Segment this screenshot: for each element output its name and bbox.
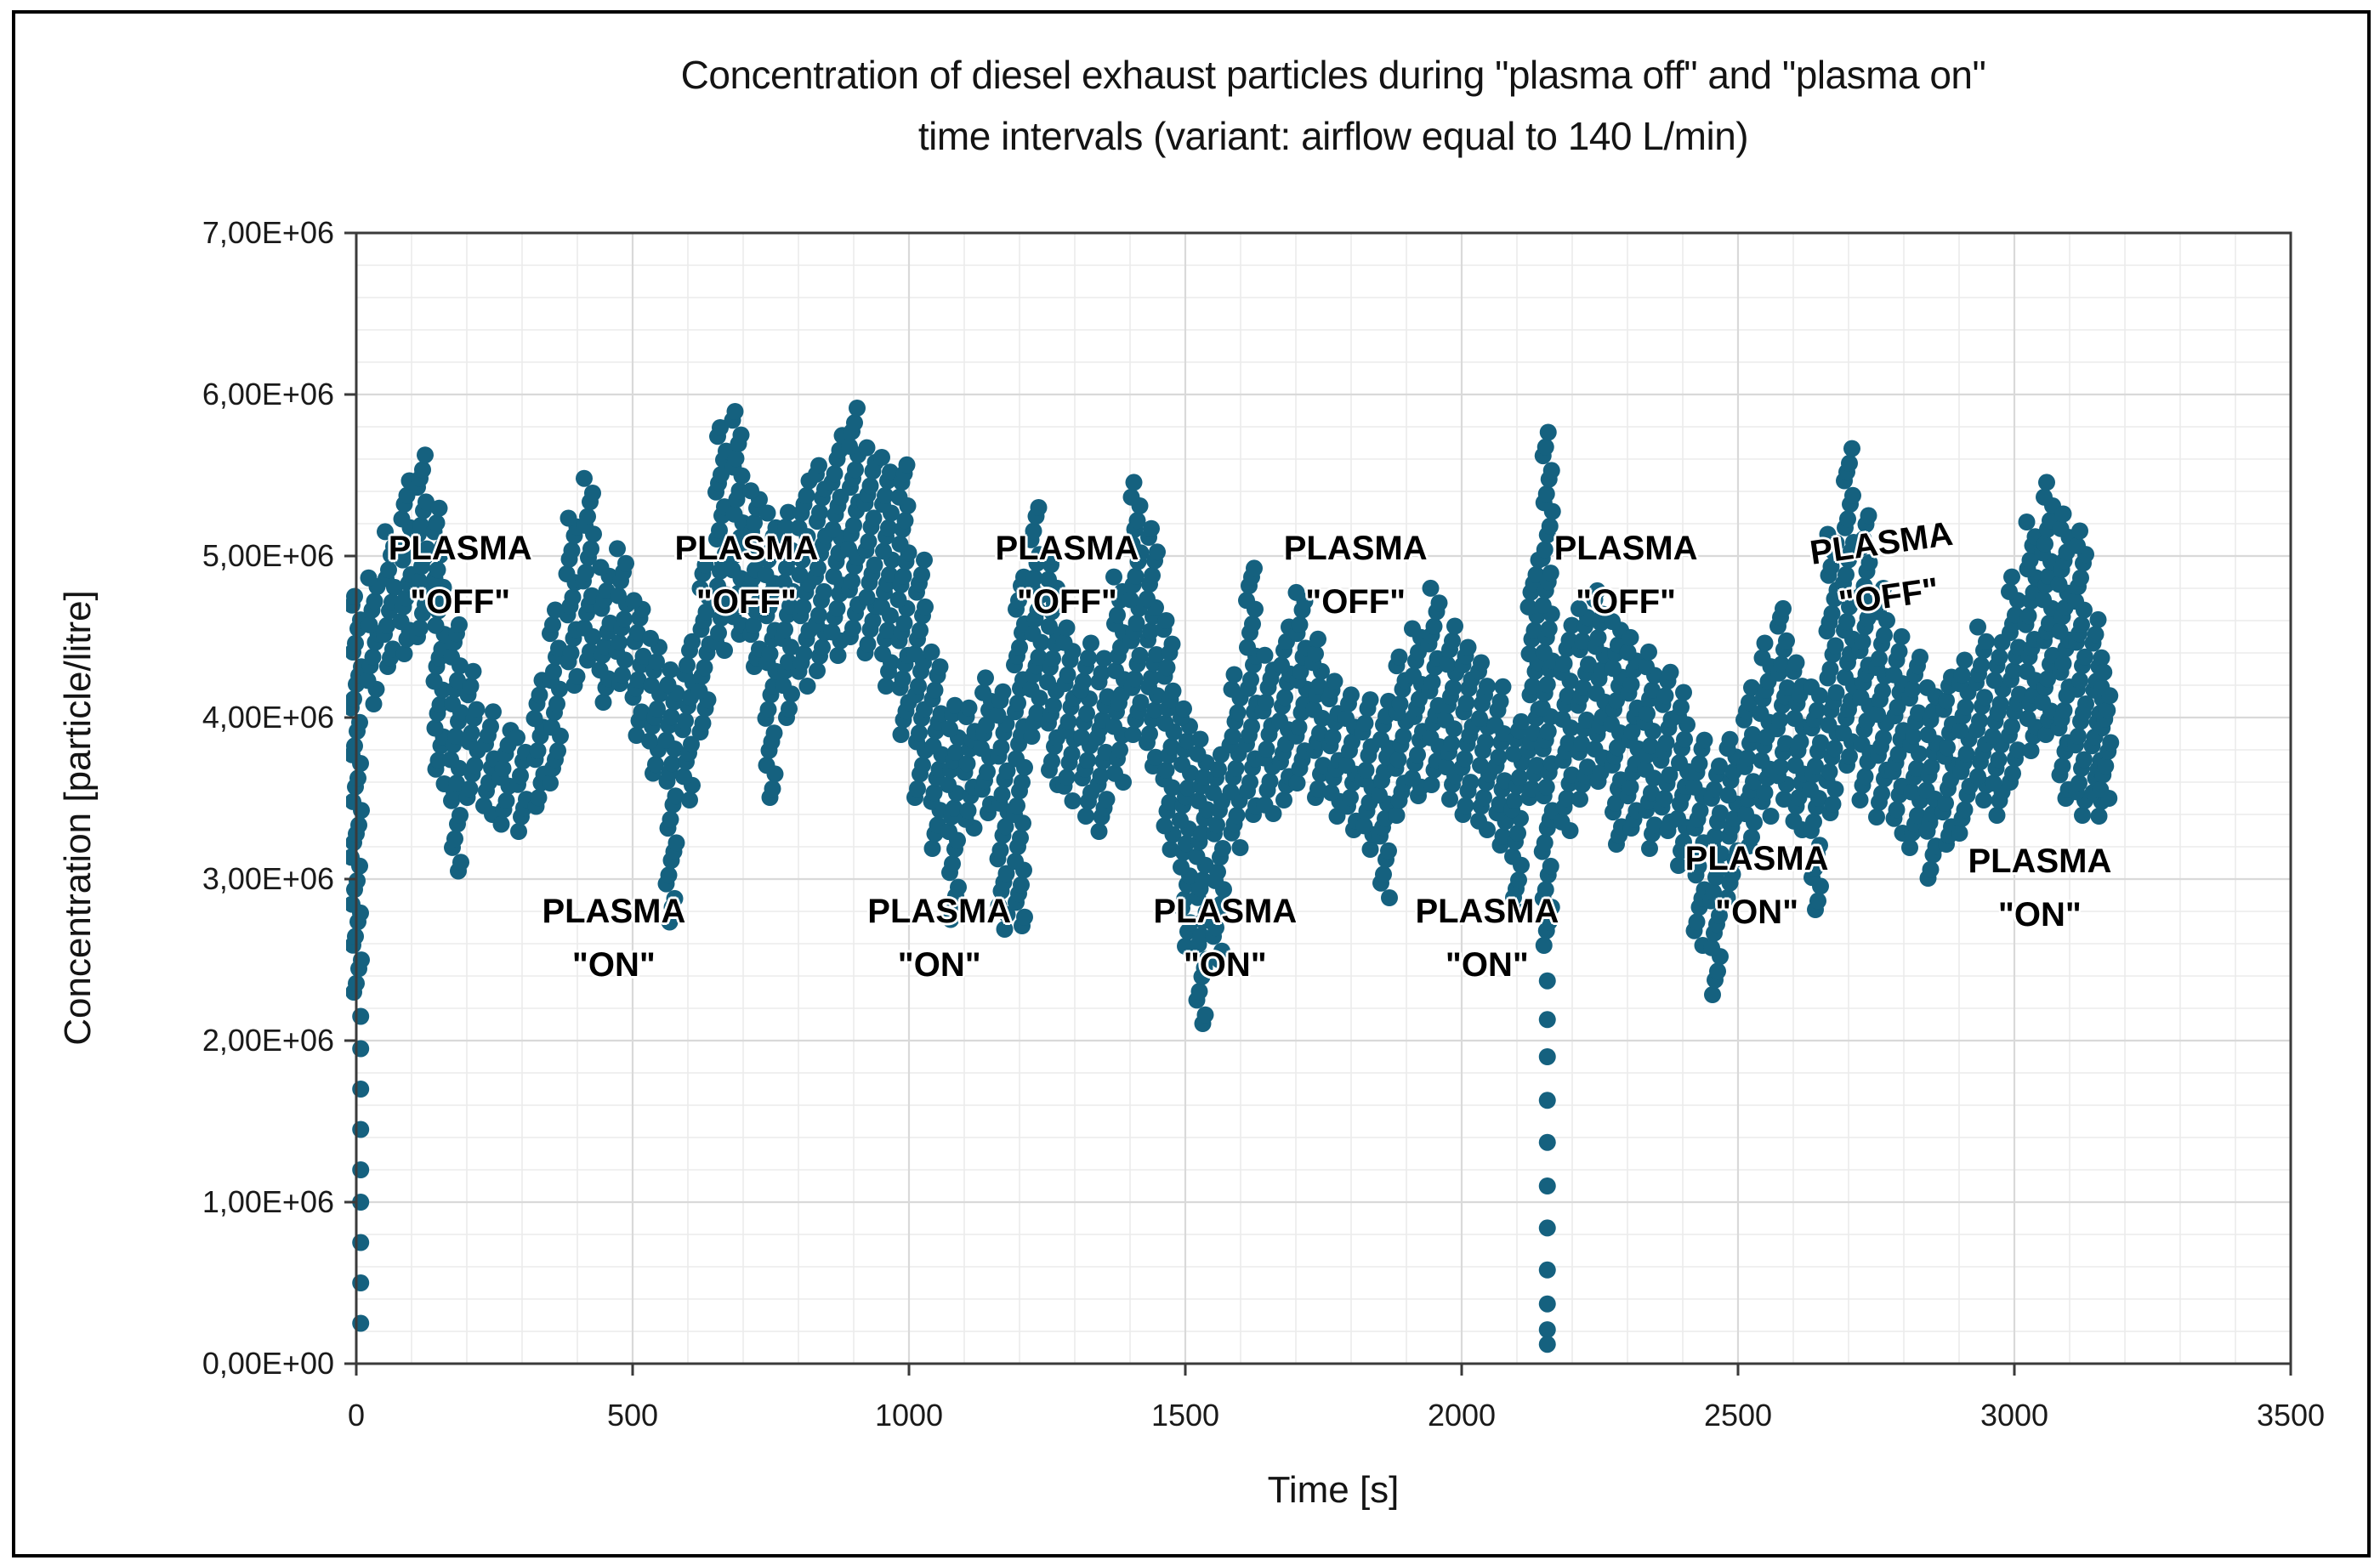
- y-tick-label: 3,00E+06: [202, 861, 334, 896]
- y-tick-label: 2,00E+06: [202, 1023, 334, 1058]
- plasma-label-line1: PLASMA: [1968, 843, 2112, 881]
- x-axis-title: Time [s]: [1267, 1469, 1400, 1511]
- plasma-label-line1: PLASMA: [1554, 529, 1698, 567]
- plasma-state-label: PLASMA "OFF": [674, 522, 818, 629]
- chart-title: Concentration of diesel exhaust particle…: [364, 44, 2303, 167]
- plasma-label-line2: "ON": [1997, 896, 2082, 934]
- x-tick-label: 0: [347, 1398, 366, 1433]
- plasma-label-line2: "ON": [1715, 893, 1799, 931]
- axis-tick-marks: [344, 231, 2292, 1376]
- x-tick-label: 1000: [874, 1398, 944, 1433]
- x-tick-label: 3000: [1980, 1398, 2049, 1433]
- plasma-state-label: PLASMA "ON": [1153, 885, 1297, 992]
- plasma-label-line2: "ON": [571, 946, 656, 984]
- plasma-label-line2: "OFF": [1305, 582, 1406, 621]
- plot-area: [344, 231, 2292, 1376]
- plasma-label-line1: PLASMA: [867, 893, 1012, 931]
- y-tick-label: 0,00E+00: [202, 1346, 334, 1381]
- x-tick-label: 2500: [1703, 1398, 1773, 1433]
- plasma-state-label: PLASMA "OFF": [995, 522, 1139, 629]
- scatter-series: [346, 400, 2120, 1353]
- plasma-label-line2: "ON": [897, 946, 981, 984]
- plasma-label-line2: "OFF": [1576, 582, 1677, 621]
- plasma-state-label: PLASMA "ON": [1685, 832, 1829, 939]
- x-tick-label: 2000: [1427, 1398, 1497, 1433]
- plasma-state-label: PLASMA "OFF": [1806, 508, 1963, 633]
- plasma-label-line2: "ON": [1445, 946, 1529, 984]
- plasma-state-label: PLASMA "ON": [1415, 885, 1559, 992]
- plasma-label-line2: "OFF": [410, 582, 511, 621]
- chart-figure: Concentration of diesel exhaust particle…: [12, 10, 2371, 1557]
- y-tick-label: 1,00E+06: [202, 1184, 334, 1219]
- plasma-label-line1: PLASMA: [542, 893, 686, 931]
- plasma-label-line1: PLASMA: [674, 529, 819, 567]
- plasma-state-label: PLASMA "OFF": [1554, 522, 1698, 629]
- y-tick-label: 7,00E+06: [202, 215, 334, 250]
- y-tick-label: 5,00E+06: [202, 538, 334, 573]
- plasma-label-line2: "OFF": [1016, 582, 1117, 621]
- plasma-label-line2: "ON": [1183, 946, 1267, 984]
- plasma-label-line1: PLASMA: [1684, 839, 1829, 877]
- grid-minor: [356, 233, 2291, 1364]
- plasma-state-label: PLASMA "OFF": [389, 522, 532, 629]
- x-tick-label: 500: [606, 1398, 659, 1433]
- plasma-state-label: PLASMA "ON": [542, 885, 685, 992]
- plasma-state-label: PLASMA "ON": [1968, 835, 2111, 942]
- plasma-state-label: PLASMA "ON": [867, 885, 1011, 992]
- y-tick-label: 4,00E+06: [202, 700, 334, 735]
- plasma-label-line1: PLASMA: [1415, 893, 1559, 931]
- x-tick-label: 1500: [1150, 1398, 1220, 1433]
- plasma-label-line1: PLASMA: [1283, 529, 1428, 567]
- chart-title-line1: Concentration of diesel exhaust particle…: [680, 53, 1986, 97]
- y-tick-label: 6,00E+06: [202, 377, 334, 411]
- plasma-state-label: PLASMA "OFF": [1284, 522, 1428, 629]
- plasma-label-line1: PLASMA: [995, 529, 1139, 567]
- x-tick-label: 3500: [2256, 1398, 2326, 1433]
- plasma-label-line2: "OFF": [696, 582, 797, 621]
- y-axis-title: Concentration [particle/litre]: [57, 590, 99, 1046]
- plasma-label-line1: PLASMA: [388, 529, 532, 567]
- plasma-label-line1: PLASMA: [1153, 893, 1298, 931]
- chart-title-line2: time intervals (variant: airflow equal t…: [917, 114, 1749, 158]
